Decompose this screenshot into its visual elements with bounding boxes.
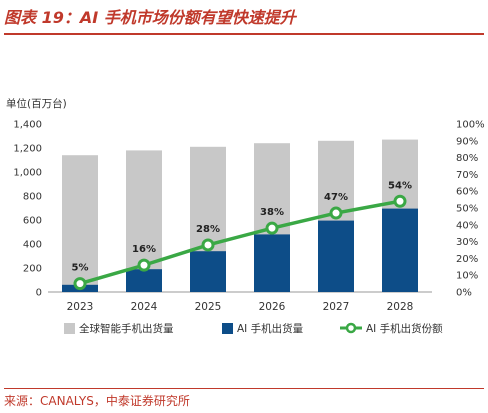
- bar-ai-shipments: [126, 269, 162, 292]
- source-note: 来源：CANALYS，中泰证券研究所: [4, 394, 190, 408]
- legend-swatch-total: [64, 323, 75, 334]
- x-tick-label: 2026: [259, 301, 286, 313]
- x-tick-label: 2027: [323, 301, 350, 313]
- share-point: [265, 221, 279, 235]
- shipments-chart: 0 200 400 600 800 1,000 1,200 1,400 0% 10% 20% 30% 4…: [13, 120, 484, 336]
- y-tick-label: 0: [36, 288, 42, 299]
- title-rule: [4, 33, 484, 35]
- y2-tick-label: 0%: [456, 288, 472, 299]
- y2-tick-label: 40%: [456, 220, 478, 231]
- figure-title: 图表 19：AI 手机市场份额有望快速提升: [4, 8, 296, 27]
- bar-ai-shipments: [190, 251, 226, 292]
- legend-label-ai-shipments: AI 手机出货量: [237, 322, 304, 335]
- y-tick-label: 1,000: [13, 168, 42, 179]
- share-point: [329, 206, 343, 220]
- share-data-label: 47%: [324, 192, 348, 203]
- y-axis-unit-label: 单位(百万台): [6, 98, 67, 110]
- share-data-label: 38%: [260, 207, 284, 218]
- chart-legend: 全球智能手机出货量 AI 手机出货量 AI 手机出货份额: [64, 322, 443, 335]
- source-rule: [4, 388, 484, 389]
- y-tick-label: 1,200: [13, 144, 42, 155]
- y-tick-label: 200: [23, 264, 42, 275]
- bar-ai-shipments: [318, 220, 354, 292]
- legend-swatch-ai-shipments: [222, 323, 233, 334]
- share-data-label: 16%: [132, 244, 156, 255]
- chart-share-line: 5% 16% 28% 38% 47% 54%: [72, 180, 412, 291]
- share-data-label: 28%: [196, 224, 220, 235]
- chart-bars: [62, 139, 418, 292]
- y-tick-label: 1,400: [13, 120, 42, 131]
- share-line-path: [79, 199, 401, 286]
- y2-tick-label: 60%: [456, 187, 478, 198]
- y2-tick-label: 100%: [456, 120, 485, 131]
- share-data-label: 54%: [388, 180, 412, 191]
- legend-label-share: AI 手机出货份额: [366, 322, 443, 335]
- x-tick-label: 2024: [131, 301, 158, 313]
- y-tick-label: 800: [23, 192, 42, 203]
- y2-tick-label: 90%: [456, 136, 478, 147]
- bar-total-shipments: [62, 155, 98, 292]
- share-point: [393, 194, 407, 208]
- y-tick-label: 600: [23, 216, 42, 227]
- bar-ai-shipments: [254, 234, 290, 292]
- legend-label-total: 全球智能手机出货量: [79, 322, 174, 335]
- y2-tick-label: 30%: [456, 237, 478, 248]
- y2-tick-label: 50%: [456, 204, 478, 215]
- share-point: [73, 277, 87, 291]
- bar-ai-shipments: [382, 208, 418, 292]
- x-tick-label: 2023: [67, 301, 94, 313]
- y2-tick-label: 80%: [456, 153, 478, 164]
- share-point: [137, 258, 151, 272]
- x-tick-label: 2028: [387, 301, 414, 313]
- y-tick-label: 400: [23, 240, 42, 251]
- legend-swatch-share-marker: [345, 322, 357, 334]
- chart-axes: 0 200 400 600 800 1,000 1,200 1,400 0% 10% 20% 30% 4…: [13, 120, 484, 314]
- y2-tick-label: 70%: [456, 170, 478, 181]
- y2-tick-label: 20%: [456, 254, 478, 265]
- share-point: [201, 238, 215, 252]
- y2-tick-label: 10%: [456, 271, 478, 282]
- share-data-label: 5%: [72, 263, 89, 274]
- x-tick-label: 2025: [195, 301, 222, 313]
